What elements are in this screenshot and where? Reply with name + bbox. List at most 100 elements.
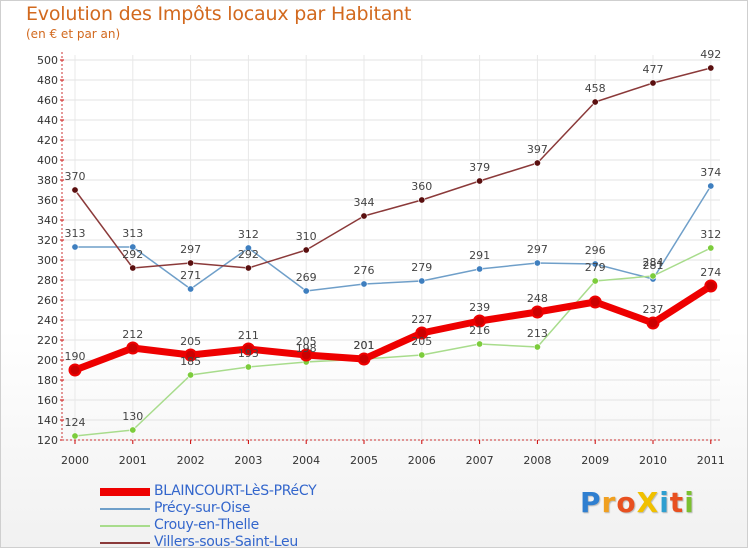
series-0-data-label: 212: [122, 328, 143, 341]
y-tick-label: 180: [37, 374, 58, 387]
series-2-data-label: 213: [527, 327, 548, 340]
y-tick-label: 220: [37, 334, 58, 347]
series-1-data-label: 291: [469, 249, 490, 262]
series-2-point: [245, 364, 251, 370]
series-0-point: [648, 318, 659, 329]
series-1-data-label: 374: [700, 166, 721, 179]
legend-item-precy[interactable]: Précy-sur-Oise: [100, 501, 400, 518]
series-1-data-label: 297: [527, 243, 548, 256]
series-2-point: [708, 245, 714, 251]
series-1-data-label: 313: [65, 227, 86, 240]
proxiti-logo: ProXiti: [580, 486, 695, 519]
series-1-point: [303, 288, 309, 294]
series-3-point: [72, 187, 78, 193]
x-tick-label: 2000: [61, 454, 89, 467]
series-2-point: [187, 372, 193, 378]
legend-label: Précy-sur-Oise: [154, 500, 250, 516]
logo-letter: X: [637, 486, 660, 519]
series-3-data-label: 310: [296, 230, 317, 243]
series-1-data-label: 313: [122, 227, 143, 240]
legend-swatch: [100, 488, 150, 496]
series-2-point: [592, 278, 598, 284]
series-1-point: [476, 266, 482, 272]
legend: BLAINCOURT-LèS-PRéCY Précy-sur-Oise Crou…: [100, 484, 400, 552]
y-tick-label: 140: [37, 414, 58, 427]
series-2-point: [419, 352, 425, 358]
series-3-line: [75, 68, 711, 268]
y-tick-label: 340: [37, 214, 58, 227]
series-2-data-label: 279: [585, 261, 606, 274]
series-0-point: [70, 365, 81, 376]
legend-item-villers[interactable]: Villers-sous-Saint-Leu: [100, 535, 400, 552]
series-0-point: [359, 354, 370, 365]
logo-letter: o: [616, 486, 636, 519]
series-0-data-label: 211: [238, 329, 259, 342]
series-1-data-label: 312: [238, 228, 259, 241]
series-3-data-label: 370: [65, 170, 86, 183]
series-3-data-label: 344: [354, 196, 375, 209]
grid-lines: [62, 55, 720, 440]
y-tick-label: 300: [37, 254, 58, 267]
series-3-point: [303, 247, 309, 253]
series-1-data-label: 296: [585, 244, 606, 257]
series-1-line: [75, 186, 711, 291]
series-1-point: [72, 244, 78, 250]
y-tick-label: 160: [37, 394, 58, 407]
series-0-point: [705, 281, 716, 292]
series-2-line: [75, 248, 711, 436]
series-3-data-label: 297: [180, 243, 201, 256]
series-1-data-label: 269: [296, 271, 317, 284]
y-tick-labels: 120 140 160 180 200 220 240 260 280 300 320 340 360 3…: [37, 54, 58, 447]
series-2-data-label: 185: [180, 355, 201, 368]
series-3-point: [419, 197, 425, 203]
series-1-point: [534, 260, 540, 266]
logo-letter: i: [659, 486, 670, 519]
y-tick-label: 480: [37, 74, 58, 87]
series-3-data-label: 360: [411, 180, 432, 193]
series-3-data-label: 458: [585, 82, 606, 95]
series-0-point: [590, 297, 601, 308]
series-2-point: [130, 427, 136, 433]
series-0-data-label: 227: [411, 313, 432, 326]
legend-item-blaincourt[interactable]: BLAINCOURT-LèS-PRéCY: [100, 484, 400, 501]
series-2-point: [72, 433, 78, 439]
series-2-data-label: 193: [238, 347, 259, 360]
series-0-data-label: 190: [65, 350, 86, 363]
x-tick-labels: 2000 2001 2002 2003 2004 2005 2006 2007 2008 2009…: [61, 454, 725, 467]
series-1-data-label: 276: [354, 264, 375, 277]
y-tick-label: 360: [37, 194, 58, 207]
series-2-data-label: 130: [122, 410, 143, 423]
data-labels-layer: 190 212 205 211 205 201 227 239 248 237 274 313 313 2…: [65, 48, 722, 429]
line-chart: 1201401601802002202402602803003203403603…: [0, 0, 750, 550]
y-tick-label: 280: [37, 274, 58, 287]
logo-letter: r: [602, 486, 617, 519]
series-0-point: [127, 343, 138, 354]
x-tick-label: 2006: [408, 454, 436, 467]
series-3-data-label: 397: [527, 143, 548, 156]
logo-letter: P: [580, 486, 602, 519]
series-2-data-label: 124: [65, 416, 86, 429]
series-1-point: [708, 183, 714, 189]
series-3-point: [245, 265, 251, 271]
series-3-point: [130, 265, 136, 271]
series-0-data-label: 237: [643, 303, 664, 316]
series-2-data-label: 284: [643, 256, 664, 269]
legend-label: BLAINCOURT-LèS-PRéCY: [154, 483, 316, 499]
series-3-point: [361, 213, 367, 219]
y-tick-label: 420: [37, 134, 58, 147]
legend-swatch: [100, 525, 150, 527]
x-tick-label: 2011: [697, 454, 725, 467]
series-3-point: [476, 178, 482, 184]
series-2-data-label: 198: [296, 342, 317, 355]
series-2-data-label: 312: [700, 228, 721, 241]
series-2-data-label: 205: [411, 335, 432, 348]
series-2-point: [650, 273, 656, 279]
series-3-data-label: 477: [643, 63, 664, 76]
legend-label: Crouy-en-Thelle: [154, 517, 259, 533]
y-tick-label: 440: [37, 114, 58, 127]
series-1-point: [187, 286, 193, 292]
logo-letter: i: [684, 486, 695, 519]
series-3-data-label: 379: [469, 161, 490, 174]
y-tick-label: 460: [37, 94, 58, 107]
legend-item-crouy[interactable]: Crouy-en-Thelle: [100, 518, 400, 535]
